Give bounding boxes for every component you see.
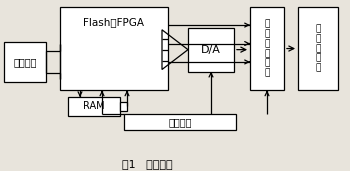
Text: 电
压
跟
随
器: 电 压 跟 随 器 xyxy=(315,25,321,73)
Bar xyxy=(60,7,168,90)
Bar xyxy=(188,28,234,72)
Bar xyxy=(124,114,236,130)
Text: Flash型FPGA: Flash型FPGA xyxy=(84,17,145,27)
Bar xyxy=(68,97,120,116)
Bar xyxy=(4,42,46,82)
Bar xyxy=(298,7,338,90)
Text: D/A: D/A xyxy=(201,45,221,55)
Text: 电源模块: 电源模块 xyxy=(168,117,192,127)
Bar xyxy=(250,7,284,90)
Text: 控制电路: 控制电路 xyxy=(13,57,37,67)
Text: 图1   系统框图: 图1 系统框图 xyxy=(122,159,172,169)
Bar xyxy=(120,102,127,111)
Text: RAM: RAM xyxy=(83,101,105,111)
Text: 多
路
模
拟
开
关: 多 路 模 拟 开 关 xyxy=(264,20,270,77)
